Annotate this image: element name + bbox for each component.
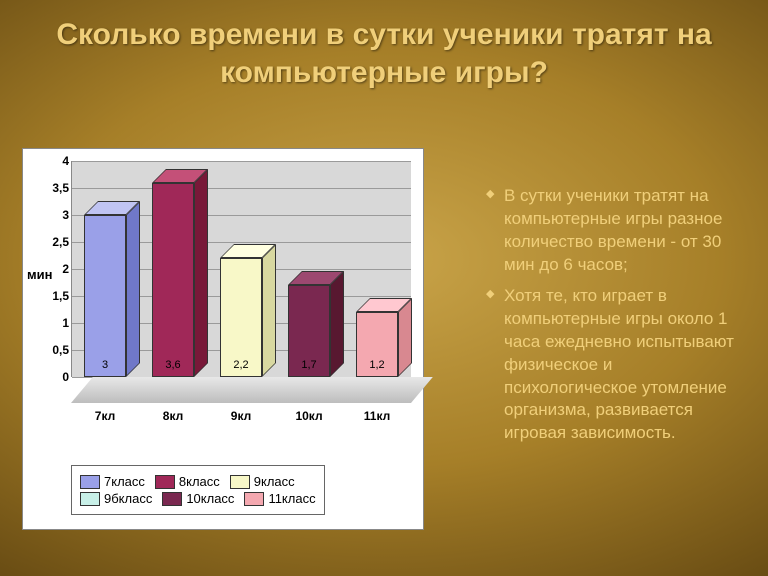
plot-area: 3 3,6 2,2 1,7 1,2	[71, 161, 411, 403]
bullet-list: В сутки ученики тратят на компьютерные и…	[446, 185, 748, 453]
y-tick-label: 3,5	[41, 181, 69, 195]
legend-swatch	[80, 492, 100, 506]
plot-floor	[71, 377, 433, 403]
legend-item: 9класс	[230, 474, 295, 489]
y-tick-label: 4	[41, 154, 69, 168]
legend-swatch	[230, 475, 250, 489]
legend-item: 8класс	[155, 474, 220, 489]
legend-label: 10класс	[186, 491, 234, 506]
bar-value-label: 3	[84, 359, 126, 371]
bar-value-label: 2,2	[220, 359, 262, 371]
legend-label: 9бкласс	[104, 491, 152, 506]
legend-label: 7класс	[104, 474, 145, 489]
y-tick-label: 2	[41, 262, 69, 276]
bar-front	[152, 183, 194, 377]
bar-side	[330, 271, 344, 377]
legend: 7класс 8класс 9класс 9бкласс 10класс 11класс	[71, 465, 325, 515]
bullet-item: В сутки ученики тратят на компьютерные и…	[486, 185, 748, 277]
bar: 3,6	[152, 183, 194, 377]
legend-swatch	[162, 492, 182, 506]
bar-side	[262, 244, 276, 377]
bullet-item: Хотя те, кто играет в компьютерные игры …	[486, 285, 748, 446]
x-category-label: 10кл	[295, 409, 322, 423]
legend-swatch	[155, 475, 175, 489]
x-category-label: 9кл	[231, 409, 251, 423]
bar-value-label: 1,7	[288, 359, 330, 371]
y-tick-label: 3	[41, 208, 69, 222]
bar-side	[126, 201, 140, 377]
x-category-label: 8кл	[163, 409, 183, 423]
bar-value-label: 1,2	[356, 359, 398, 371]
legend-row: 7класс 8класс 9класс	[80, 474, 316, 489]
chart-container: мин 33,62,21,71,2 7класс8класс9класс9бкл…	[22, 148, 424, 530]
bar-side	[194, 169, 208, 377]
legend-item: 10класс	[162, 491, 234, 506]
x-category-label: 11кл	[364, 409, 390, 423]
y-tick-label: 1	[41, 316, 69, 330]
slide: Сколько времени в сутки ученики тратят н…	[0, 0, 768, 576]
y-tick-label: 0	[41, 370, 69, 384]
legend-row: 9бкласс 10класс 11класс	[80, 491, 316, 506]
legend-item: 9бкласс	[80, 491, 152, 506]
bar-front	[84, 215, 126, 377]
legend-swatch	[80, 475, 100, 489]
slide-title: Сколько времени в сутки ученики тратят н…	[0, 16, 768, 91]
bar: 1,2	[356, 312, 398, 377]
legend-label: 8класс	[179, 474, 220, 489]
y-tick-label: 1,5	[41, 289, 69, 303]
bar: 3	[84, 215, 126, 377]
y-tick-label: 2,5	[41, 235, 69, 249]
bar: 1,7	[288, 285, 330, 377]
bar: 2,2	[220, 258, 262, 377]
gridline	[72, 161, 411, 162]
gridline	[72, 188, 411, 189]
legend-label: 11класс	[268, 491, 315, 506]
legend-item: 11класс	[244, 491, 315, 506]
legend-label: 9класс	[254, 474, 295, 489]
legend-item: 7класс	[80, 474, 145, 489]
bar-value-label: 3,6	[152, 359, 194, 371]
legend-swatch	[244, 492, 264, 506]
y-tick-label: 0,5	[41, 343, 69, 357]
x-category-label: 7кл	[95, 409, 115, 423]
